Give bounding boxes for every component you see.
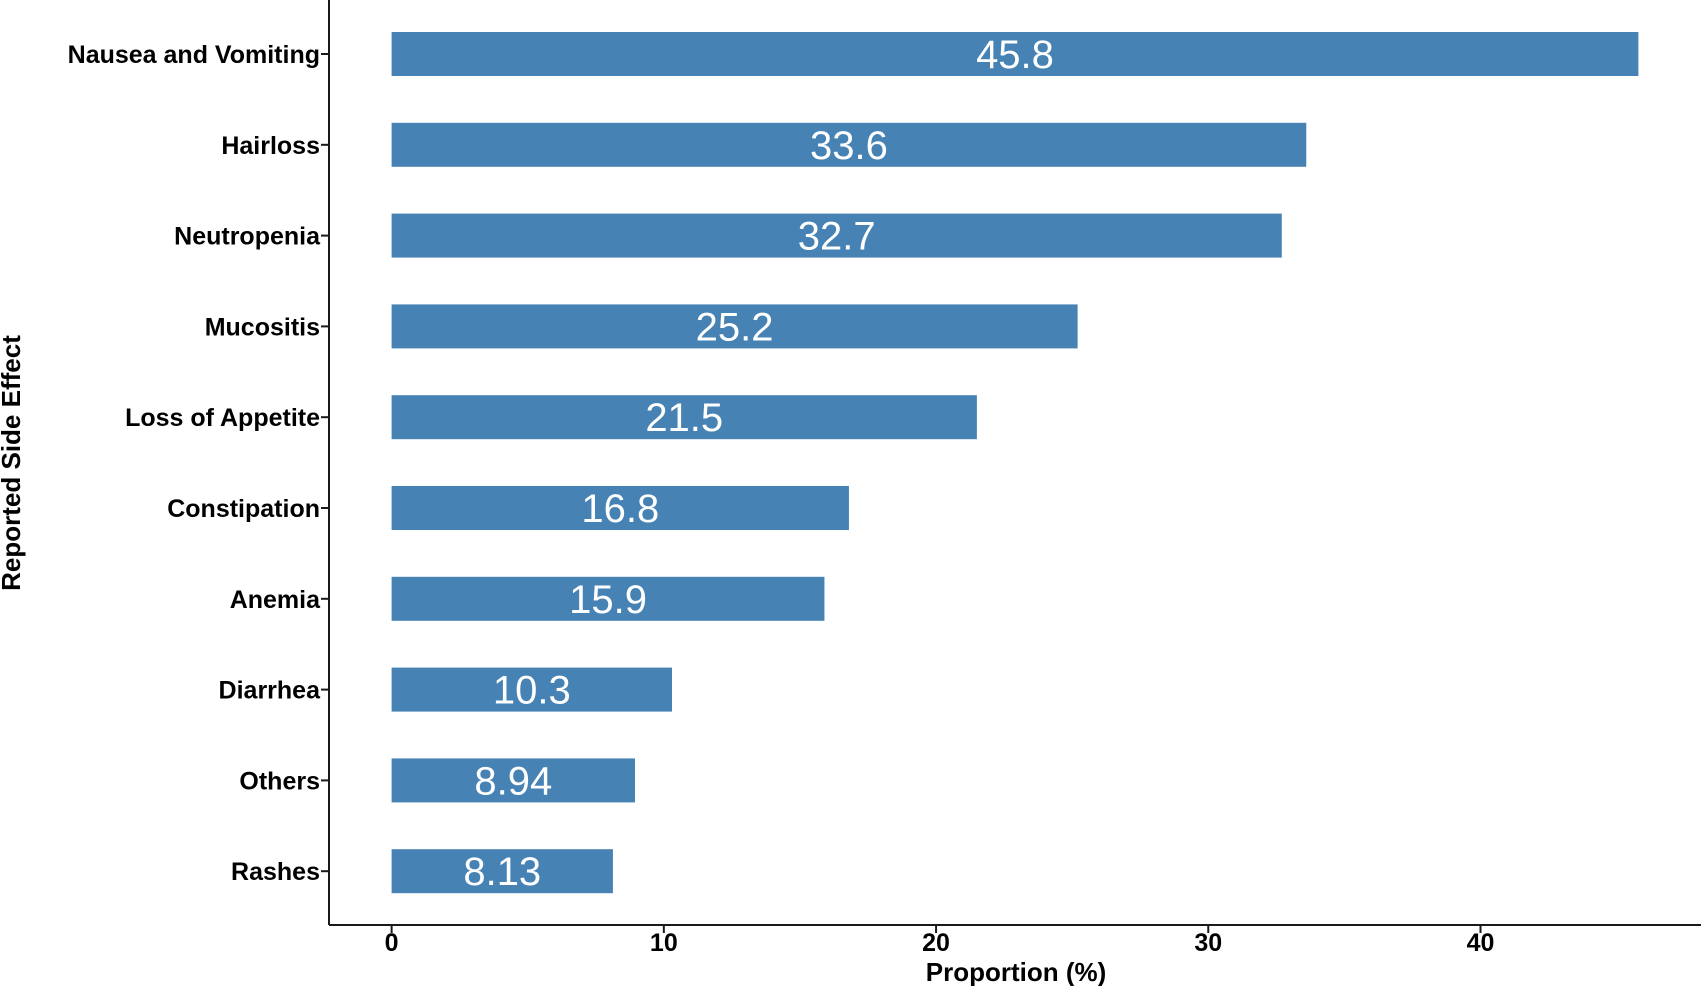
bar-value-labels: 45.8 33.6 32.7 25.2 21.5 16.8 15.9 10.3 8.94 8.13	[463, 33, 1054, 894]
bar-loss-of-appetite	[391, 395, 977, 440]
bar-value-label-rashes: 8.13	[463, 850, 541, 894]
bar-rashes	[391, 849, 613, 894]
x-axis: 0 10 20 30 40	[329, 924, 1701, 957]
y-axis: Nausea and Vomiting Hairloss Neutropenia Mu…	[68, 0, 330, 925]
y-tick-label-anemia: Anemia	[230, 586, 321, 614]
bar-value-label-others: 8.94	[474, 759, 552, 803]
bar-hairloss	[391, 122, 1307, 167]
bar-value-label-nausea-and-vomiting: 45.8	[976, 33, 1054, 77]
bar-value-label-anemia: 15.9	[569, 578, 647, 622]
y-tick-label-rashes: Rashes	[231, 858, 320, 886]
y-tick-label-hairloss: Hairloss	[221, 132, 320, 160]
y-tick-label-constipation: Constipation	[167, 495, 320, 523]
bar-value-label-hairloss: 33.6	[810, 124, 888, 168]
bar-neutropenia	[391, 213, 1282, 258]
y-tick-label-loss-of-appetite: Loss of Appetite	[125, 404, 320, 432]
y-tick-label-others: Others	[239, 767, 320, 795]
bar-diarrhea	[391, 667, 672, 712]
y-tick-label-nausea-and-vomiting: Nausea and Vomiting	[68, 41, 320, 69]
y-axis-title: Reported Side Effect	[0, 335, 26, 591]
bar-constipation	[391, 486, 849, 530]
bars-group	[391, 32, 1639, 894]
y-tick-label-neutropenia: Neutropenia	[174, 223, 321, 251]
bar-value-label-mucositis: 25.2	[696, 305, 774, 349]
x-tick-label-30: 30	[1194, 929, 1222, 957]
x-tick-label-10: 10	[650, 929, 678, 957]
bar-others	[391, 758, 635, 803]
bar-mucositis	[391, 304, 1078, 349]
y-tick-label-mucositis: Mucositis	[205, 313, 320, 341]
x-tick-label-40: 40	[1467, 929, 1495, 957]
y-tick-label-diarrhea: Diarrhea	[219, 677, 322, 705]
bar-value-label-diarrhea: 10.3	[493, 669, 571, 713]
bar-nausea-and-vomiting	[391, 32, 1639, 76]
x-tick-label-20: 20	[922, 929, 950, 957]
bar-anemia	[391, 576, 825, 621]
bar-value-label-constipation: 16.8	[581, 487, 659, 531]
x-tick-label-0: 0	[385, 929, 399, 957]
x-axis-title: Proportion (%)	[926, 957, 1107, 986]
bar-value-label-loss-of-appetite: 21.5	[645, 396, 723, 440]
bar-value-label-neutropenia: 32.7	[798, 215, 876, 259]
